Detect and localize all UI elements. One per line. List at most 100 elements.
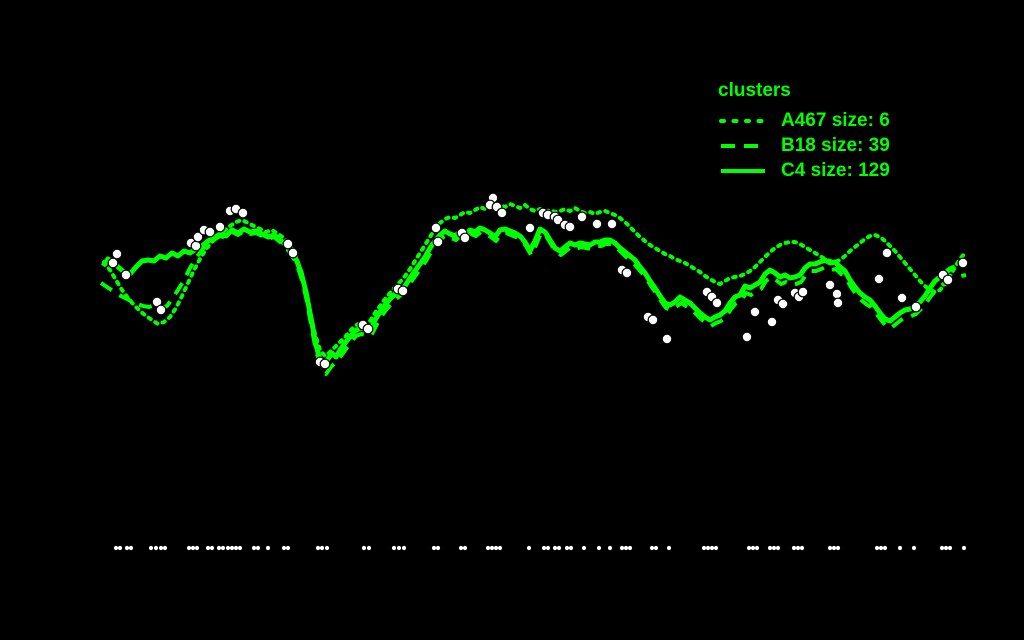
- rug-dot: [750, 545, 756, 551]
- data-point-marker: [496, 207, 508, 219]
- rug-dot: [799, 545, 805, 551]
- rug-dot: [401, 545, 407, 551]
- dashed-line-sample: [721, 143, 765, 148]
- data-point-marker: [111, 248, 123, 260]
- legend-item-a467: A467 size: 6: [718, 108, 890, 133]
- series-line-c4: [100, 225, 956, 369]
- legend-title: clusters: [718, 80, 791, 101]
- rug-dot: [128, 545, 134, 551]
- rug-dot: [701, 545, 707, 551]
- rug-dot: [265, 545, 271, 551]
- rug-dot: [556, 545, 562, 551]
- legend-label-b18: B18 size: 39: [781, 134, 890, 156]
- rug-dot: [229, 545, 235, 551]
- data-point-marker: [430, 222, 442, 234]
- data-point-marker: [120, 269, 132, 281]
- rug-dot: [493, 545, 499, 551]
- data-point-marker: [319, 358, 331, 370]
- data-point-marker: [766, 316, 778, 328]
- legend-label-c4: C4 size: 129: [781, 159, 890, 181]
- data-point-marker: [621, 267, 633, 279]
- data-point-marker: [287, 247, 299, 259]
- data-point-marker: [647, 314, 659, 326]
- rug-dot: [148, 545, 154, 551]
- rug-dot: [220, 545, 226, 551]
- rug-dot: [897, 545, 903, 551]
- legend-item-c4: C4 size: 129: [718, 158, 890, 183]
- legend-label-a467: A467 size: 6: [781, 109, 890, 131]
- rug-dot: [319, 545, 325, 551]
- rug-dot: [653, 545, 659, 551]
- rug-dot: [767, 545, 773, 551]
- rug-dot: [216, 545, 222, 551]
- rug-dot: [162, 545, 168, 551]
- rug-dot: [627, 545, 633, 551]
- rug-dot: [366, 545, 372, 551]
- rug-dot: [878, 545, 884, 551]
- data-point-marker: [397, 285, 409, 297]
- data-point-marker: [661, 333, 673, 345]
- dotted-line-sample: [719, 118, 767, 123]
- rug-dot: [827, 545, 833, 551]
- rug-dot: [324, 545, 330, 551]
- data-point-marker: [576, 211, 588, 223]
- rug-dot: [158, 545, 164, 551]
- rug-dot: [237, 545, 243, 551]
- data-point-marker: [432, 236, 444, 248]
- data-point-marker: [824, 279, 836, 291]
- data-point-marker: [190, 240, 202, 252]
- legend-item-b18: B18 size: 39: [718, 133, 890, 158]
- rug-dot: [705, 545, 711, 551]
- data-point-marker: [797, 286, 809, 298]
- rug-dot: [775, 545, 781, 551]
- rug-dot: [754, 545, 760, 551]
- data-point-marker: [591, 218, 603, 230]
- data-point-marker: [282, 238, 294, 250]
- rug-strip: [113, 545, 967, 551]
- rug-dot: [117, 545, 123, 551]
- rug-dot: [186, 545, 192, 551]
- rug-dot: [713, 545, 719, 551]
- rug-dot: [396, 545, 402, 551]
- data-point-marker: [606, 218, 618, 230]
- rug-dot: [361, 545, 367, 551]
- data-point-marker: [711, 297, 723, 309]
- data-point-marker: [214, 221, 226, 233]
- rug-dot: [939, 545, 945, 551]
- rug-dot: [281, 545, 287, 551]
- data-point-marker: [873, 273, 885, 285]
- legend: clusters A467 size: 6 B18 size: 39 C4 si…: [718, 80, 890, 183]
- rug-dot: [251, 545, 257, 551]
- data-point-marker: [832, 297, 844, 309]
- data-point-marker: [881, 247, 893, 259]
- rug-dot: [113, 545, 119, 551]
- rug-dot: [791, 545, 797, 551]
- rug-dot: [911, 545, 917, 551]
- rug-dot: [194, 545, 200, 551]
- rug-dot: [835, 545, 841, 551]
- data-point-marker: [204, 226, 216, 238]
- rug-dot: [285, 545, 291, 551]
- rug-dot: [462, 545, 468, 551]
- rug-dot: [581, 545, 587, 551]
- data-point-marker: [942, 274, 954, 286]
- data-point-marker: [459, 232, 471, 244]
- rug-dot: [255, 545, 261, 551]
- data-point-marker: [741, 331, 753, 343]
- data-point-marker: [362, 323, 374, 335]
- rug-dot: [205, 545, 211, 551]
- rug-dot: [391, 545, 397, 551]
- rug-dot: [882, 545, 888, 551]
- data-point-marker: [831, 288, 843, 300]
- rug-dot: [526, 545, 532, 551]
- rug-dot: [564, 545, 570, 551]
- data-point-marker: [777, 298, 789, 310]
- rug-dot: [623, 545, 629, 551]
- rug-dot: [435, 545, 441, 551]
- rug-dot: [225, 545, 231, 551]
- data-point-marker: [107, 257, 119, 269]
- data-point-marker: [749, 306, 761, 318]
- rug-dot: [947, 545, 953, 551]
